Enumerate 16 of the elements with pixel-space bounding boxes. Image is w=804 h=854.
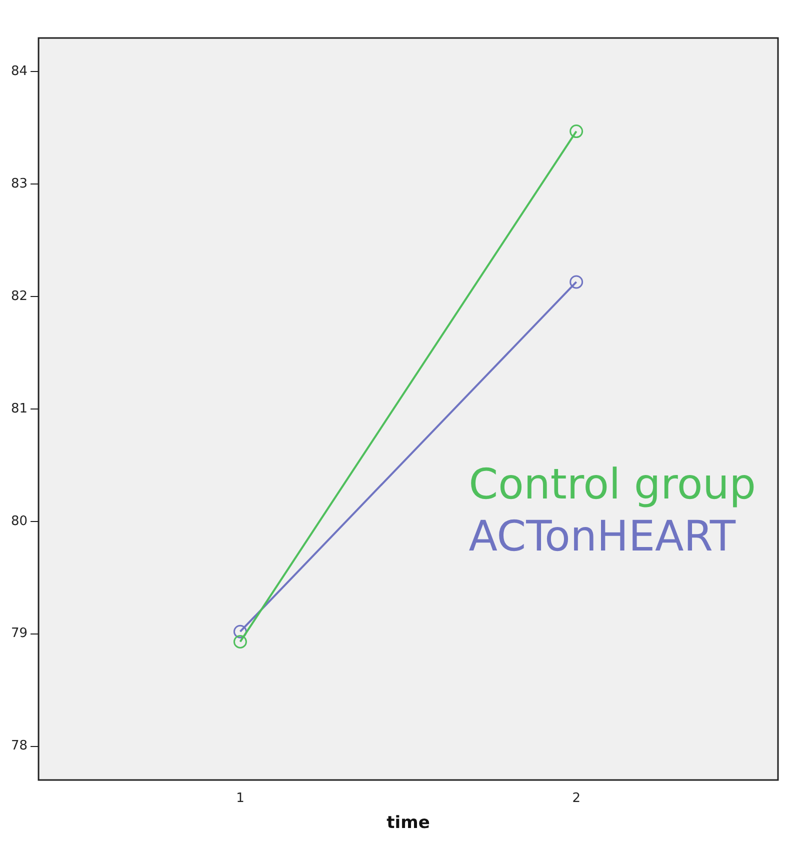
text: Control group — [468, 460, 756, 509]
y-tick-label: 83 — [10, 176, 28, 192]
y-tick-label: 84 — [10, 64, 28, 80]
series-label: ACTonHEART — [468, 512, 736, 561]
point — [233, 624, 247, 638]
y-tick-label: 78 — [10, 738, 28, 754]
x-tick-label: 2 — [572, 791, 580, 806]
y-tick-label: 81 — [10, 401, 28, 416]
point — [570, 124, 584, 138]
x-axis-title: time — [386, 813, 430, 834]
y-tick-label: 82 — [10, 288, 28, 304]
y-tick-label: 80 — [10, 514, 28, 529]
x-tick-label: 1 — [236, 791, 244, 806]
point — [233, 634, 247, 648]
point — [570, 275, 584, 289]
y-tick-label: 79 — [10, 626, 28, 642]
